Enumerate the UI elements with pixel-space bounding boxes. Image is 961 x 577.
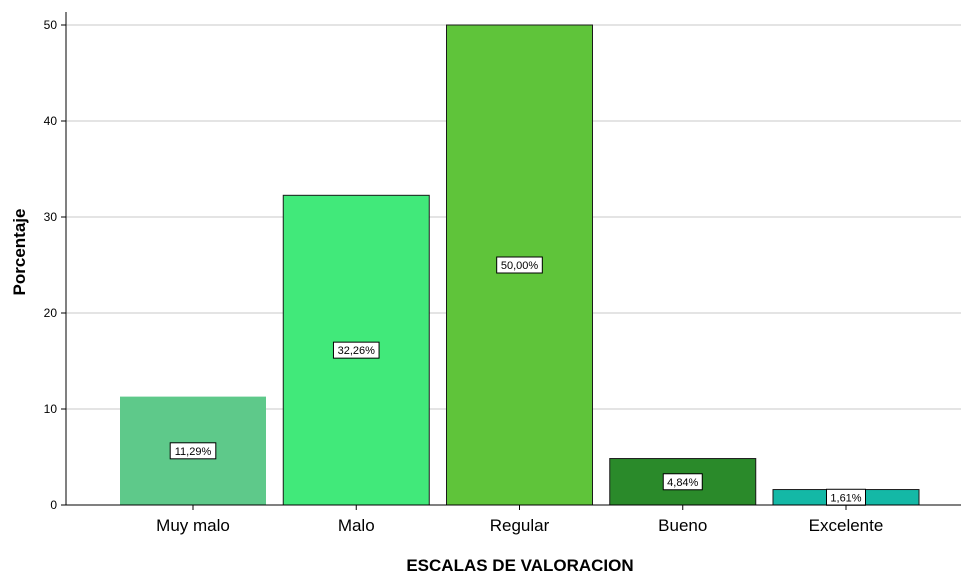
y-axis-title: Porcentaje	[10, 209, 29, 296]
y-tick-label: 20	[44, 306, 58, 320]
data-label: 4,84%	[667, 477, 698, 489]
data-label-box	[332, 341, 380, 359]
data-label: 32,26%	[338, 345, 376, 357]
data-label: 1,61%	[830, 492, 861, 504]
x-axis-title: ESCALAS DE VALORACION	[406, 556, 633, 575]
x-category-label: Regular	[490, 516, 550, 535]
data-label-box	[496, 256, 543, 274]
y-tick-label: 50	[44, 18, 58, 32]
y-tick-label: 10	[44, 402, 58, 416]
x-axis-categories: Muy malo Malo Regular Bueno Excelente	[156, 505, 883, 535]
y-tick-label: 0	[50, 498, 57, 512]
x-category-label: Muy malo	[156, 516, 230, 535]
y-tick-label: 30	[44, 210, 58, 224]
data-label-box	[662, 473, 703, 491]
data-label: 50,00%	[501, 260, 539, 272]
y-axis-ticks: 0 10 20 30 40 50	[44, 18, 66, 512]
y-tick-label: 40	[44, 114, 58, 128]
bars: 11,29% 32,26% 50,00% 4,84% 1,61%	[120, 24, 920, 506]
data-label-box	[169, 442, 217, 460]
x-category-label: Malo	[338, 516, 375, 535]
x-category-label: Bueno	[658, 516, 707, 535]
data-label: 11,29%	[175, 446, 212, 458]
x-category-label: Excelente	[809, 516, 884, 535]
